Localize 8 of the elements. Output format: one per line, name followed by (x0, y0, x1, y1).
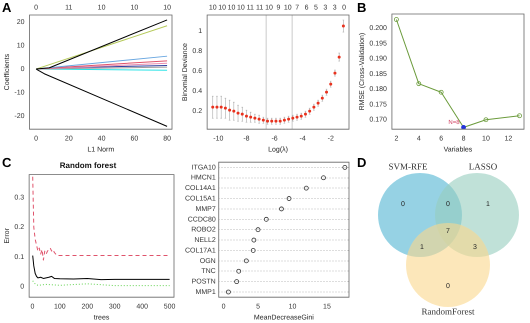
text: A (2, 0, 12, 16)
text: C (2, 155, 12, 170)
text: SVM-RFE (388, 161, 428, 172)
text: D (357, 155, 366, 170)
text: LASSO (468, 161, 498, 172)
text: B (357, 0, 366, 16)
text: RandomForest (422, 306, 475, 316)
chart-title: Random forest (60, 161, 117, 170)
